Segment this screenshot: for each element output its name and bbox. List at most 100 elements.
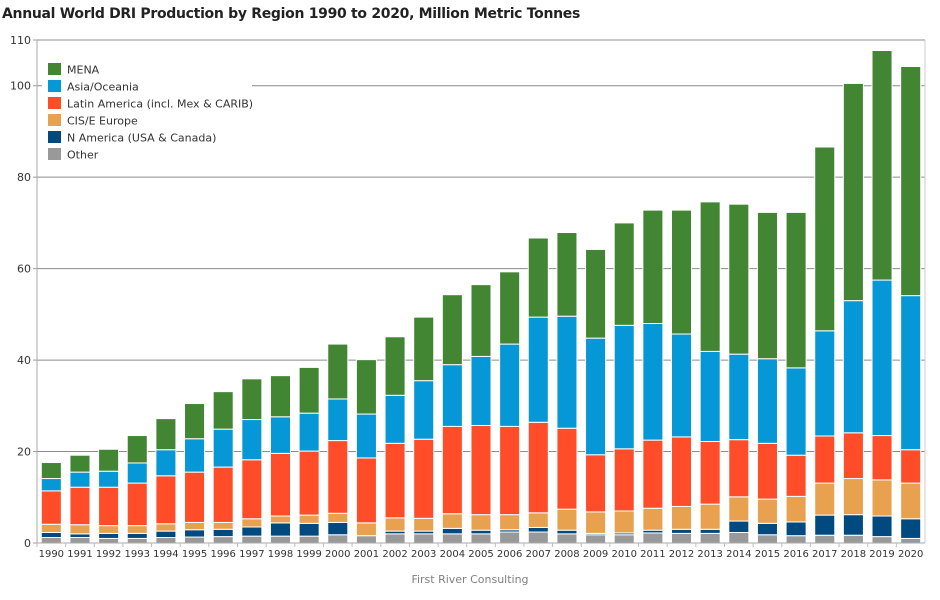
bar-segment-latin-america-incl-mex-carib-1992	[98, 486, 120, 527]
bar-segment-cis-e-europe-1993	[126, 525, 148, 534]
bar-segment-cis-e-europe-1996	[212, 521, 234, 530]
x-tick-label: 2019	[869, 549, 894, 560]
bar-segment-n-america-usa-canada-2004	[441, 527, 463, 535]
bar-segment-asia-oceania-2011	[642, 323, 664, 441]
bar-segment-n-america-usa-canada-2000	[327, 521, 349, 536]
bar-segment-n-america-usa-canada-1991	[69, 533, 91, 539]
bar-segment-mena-2016	[785, 211, 807, 369]
bar-segment-cis-e-europe-1997	[241, 518, 263, 528]
bar-segment-n-america-usa-canada-1996	[212, 528, 234, 538]
bar-segment-asia-oceania-1996	[212, 428, 234, 468]
legend-swatch	[48, 148, 61, 160]
bar-segment-latin-america-incl-mex-carib-2011	[642, 439, 664, 509]
x-tick-label: 2014	[726, 549, 751, 560]
x-tick-label: 1998	[268, 549, 293, 560]
bar-segment-latin-america-incl-mex-carib-2007	[527, 421, 549, 514]
bar-segment-asia-oceania-2006	[499, 343, 521, 427]
bar-segment-mena-1992	[98, 448, 120, 472]
bar-segment-cis-e-europe-2003	[413, 517, 435, 532]
bar-segment-n-america-usa-canada-1993	[126, 532, 148, 539]
bar-segment-asia-oceania-1992	[98, 470, 120, 488]
bar-segment-other-2007	[527, 531, 549, 544]
bar-segment-cis-e-europe-2012	[670, 505, 693, 530]
bar-segment-other-2008	[556, 533, 578, 544]
bar-segment-asia-oceania-1998	[269, 416, 292, 454]
bar-segment-latin-america-incl-mex-carib-2006	[499, 425, 521, 516]
bar-segment-n-america-usa-canada-2016	[785, 521, 807, 537]
bar-segment-mena-1991	[69, 454, 91, 473]
bar-segment-other-1999	[298, 535, 320, 544]
bar-segment-n-america-usa-canada-2013	[699, 528, 721, 534]
bar-segment-mena-2013	[699, 201, 721, 352]
bar-segment-latin-america-incl-mex-carib-2000	[327, 440, 349, 514]
x-tick-label: 1993	[125, 549, 150, 560]
bar-segment-mena-1994	[155, 418, 177, 451]
bar-segment-other-1997	[241, 535, 263, 544]
bar-segment-n-america-usa-canada-2005	[470, 529, 492, 535]
bar-segment-asia-oceania-2018	[842, 300, 864, 434]
bar-segment-asia-oceania-1997	[241, 419, 263, 461]
bar-segment-mena-1990	[40, 462, 62, 480]
bar-segment-n-america-usa-canada-1990	[40, 531, 62, 539]
bar-segment-asia-oceania-2003	[413, 380, 435, 440]
bar-segment-asia-oceania-2000	[327, 398, 349, 442]
bar-segment-n-america-usa-canada-1999	[298, 522, 320, 537]
legend-swatch	[48, 131, 61, 143]
bar-segment-latin-america-incl-mex-carib-2002	[384, 442, 406, 519]
legend-swatch	[48, 114, 61, 126]
bar-segment-latin-america-incl-mex-carib-1991	[69, 486, 91, 526]
bar-segment-other-2020	[900, 537, 922, 544]
bar-segment-mena-2003	[413, 316, 435, 382]
x-tick-label: 2010	[611, 549, 636, 560]
x-tick-label: 2012	[669, 549, 694, 560]
legend-swatch	[48, 97, 61, 109]
bar-segment-other-2015	[756, 534, 778, 544]
bar-segment-latin-america-incl-mex-carib-1997	[241, 459, 263, 520]
bar-segment-asia-oceania-2012	[670, 333, 693, 438]
bar-segment-latin-america-incl-mex-carib-2018	[842, 432, 864, 480]
y-tick-label: 0	[24, 537, 31, 550]
bar-segment-n-america-usa-canada-2015	[756, 522, 778, 536]
bar-segment-latin-america-incl-mex-carib-1993	[126, 482, 148, 527]
bar-segment-mena-2000	[327, 343, 349, 400]
x-tick-label: 1999	[296, 549, 321, 560]
bar-segment-asia-oceania-2009	[585, 337, 607, 456]
bar-segment-mena-2014	[728, 203, 750, 355]
bar-segment-latin-america-incl-mex-carib-2012	[670, 436, 693, 507]
y-tick-label: 20	[17, 446, 31, 459]
bar-segment-asia-oceania-1990	[40, 478, 62, 492]
bar-segment-n-america-usa-canada-1995	[184, 529, 206, 538]
x-tick-label: 1997	[239, 549, 264, 560]
bar-segment-latin-america-incl-mex-carib-2008	[556, 427, 578, 510]
bar-segment-cis-e-europe-1998	[269, 515, 292, 524]
legend-swatch	[48, 63, 61, 75]
bar-segment-other-1996	[212, 536, 234, 544]
bar-segment-other-2017	[814, 534, 836, 544]
legend-label: Other	[67, 149, 99, 162]
bar-segment-mena-2006	[499, 271, 521, 345]
bar-segment-other-2019	[871, 536, 893, 544]
bar-segment-cis-e-europe-2002	[384, 517, 406, 532]
bar-segment-mena-2017	[814, 146, 836, 332]
bar-segment-cis-e-europe-1995	[184, 521, 206, 531]
bar-segment-other-2016	[785, 535, 807, 544]
bar-segment-asia-oceania-2013	[699, 350, 721, 442]
bar-segment-asia-oceania-1995	[184, 438, 206, 473]
bar-segment-n-america-usa-canada-1997	[241, 526, 263, 537]
bar-segment-cis-e-europe-2018	[842, 478, 864, 516]
bar-segment-mena-1997	[241, 378, 263, 421]
bar-segment-other-2009	[585, 534, 607, 544]
bar-segment-latin-america-incl-mex-carib-2017	[814, 435, 836, 484]
bar-segment-asia-oceania-1991	[69, 471, 91, 488]
bar-segment-cis-e-europe-2008	[556, 508, 578, 531]
bar-segment-other-2003	[413, 533, 435, 544]
bar-segment-latin-america-incl-mex-carib-2010	[613, 448, 635, 512]
bar-segment-mena-2020	[900, 66, 922, 297]
bar-segment-mena-1993	[126, 435, 148, 464]
bar-segment-other-2000	[327, 534, 349, 544]
bar-segment-n-america-usa-canada-1992	[98, 532, 120, 539]
chart-title: Annual World DRI Production by Region 19…	[2, 6, 581, 22]
bar-segment-asia-oceania-2010	[613, 324, 635, 450]
x-tick-label: 2009	[583, 549, 608, 560]
bar-segment-asia-oceania-2015	[756, 358, 778, 444]
